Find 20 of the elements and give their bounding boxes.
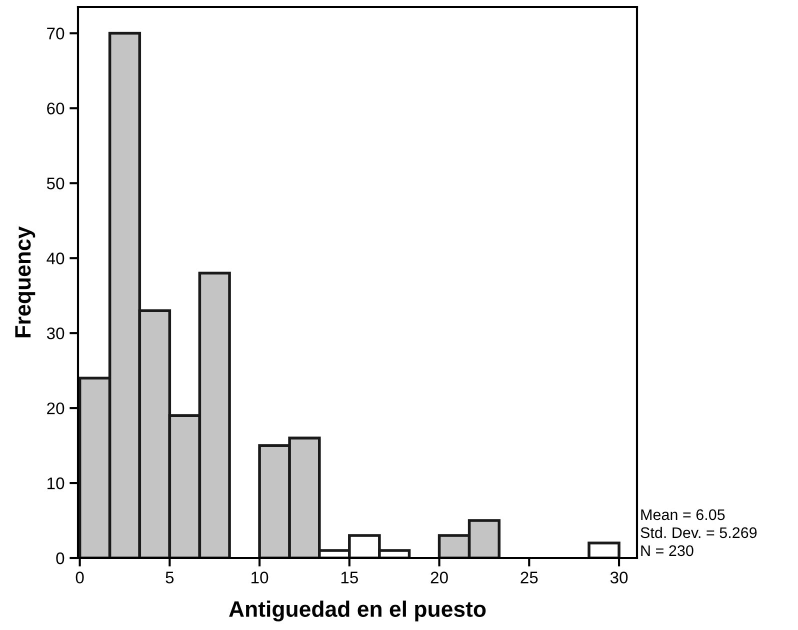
x-tick-label: 10 (252, 572, 268, 584)
x-tick-label: 0 (76, 572, 84, 584)
x-tick-label: 20 (430, 572, 448, 584)
text: Std. Dev. = 5.269 (640, 526, 757, 538)
y-axis-title: Frequency (15, 226, 36, 338)
text: N = 230 (641, 545, 694, 556)
y-tick-label: 60 (47, 102, 64, 114)
y-tick-label: 30 (46, 328, 64, 340)
y-tick-label: 0 (56, 552, 64, 564)
x-tick-label: 15 (341, 572, 358, 584)
x-axis-title: Antiguedad en el puesto (229, 600, 486, 622)
x-tick-label: 25 (520, 572, 538, 584)
y-tick-label: 50 (46, 178, 64, 190)
y-tick-label: 70 (47, 28, 64, 40)
y-tick-label: 10 (48, 477, 64, 490)
x-tick-label: 30 (610, 572, 628, 584)
y-tick-label: 20 (47, 402, 64, 414)
y-tick-label: 40 (46, 252, 64, 264)
text: Mean = 6.05 (641, 509, 725, 520)
x-tick-label: 5 (166, 572, 174, 584)
